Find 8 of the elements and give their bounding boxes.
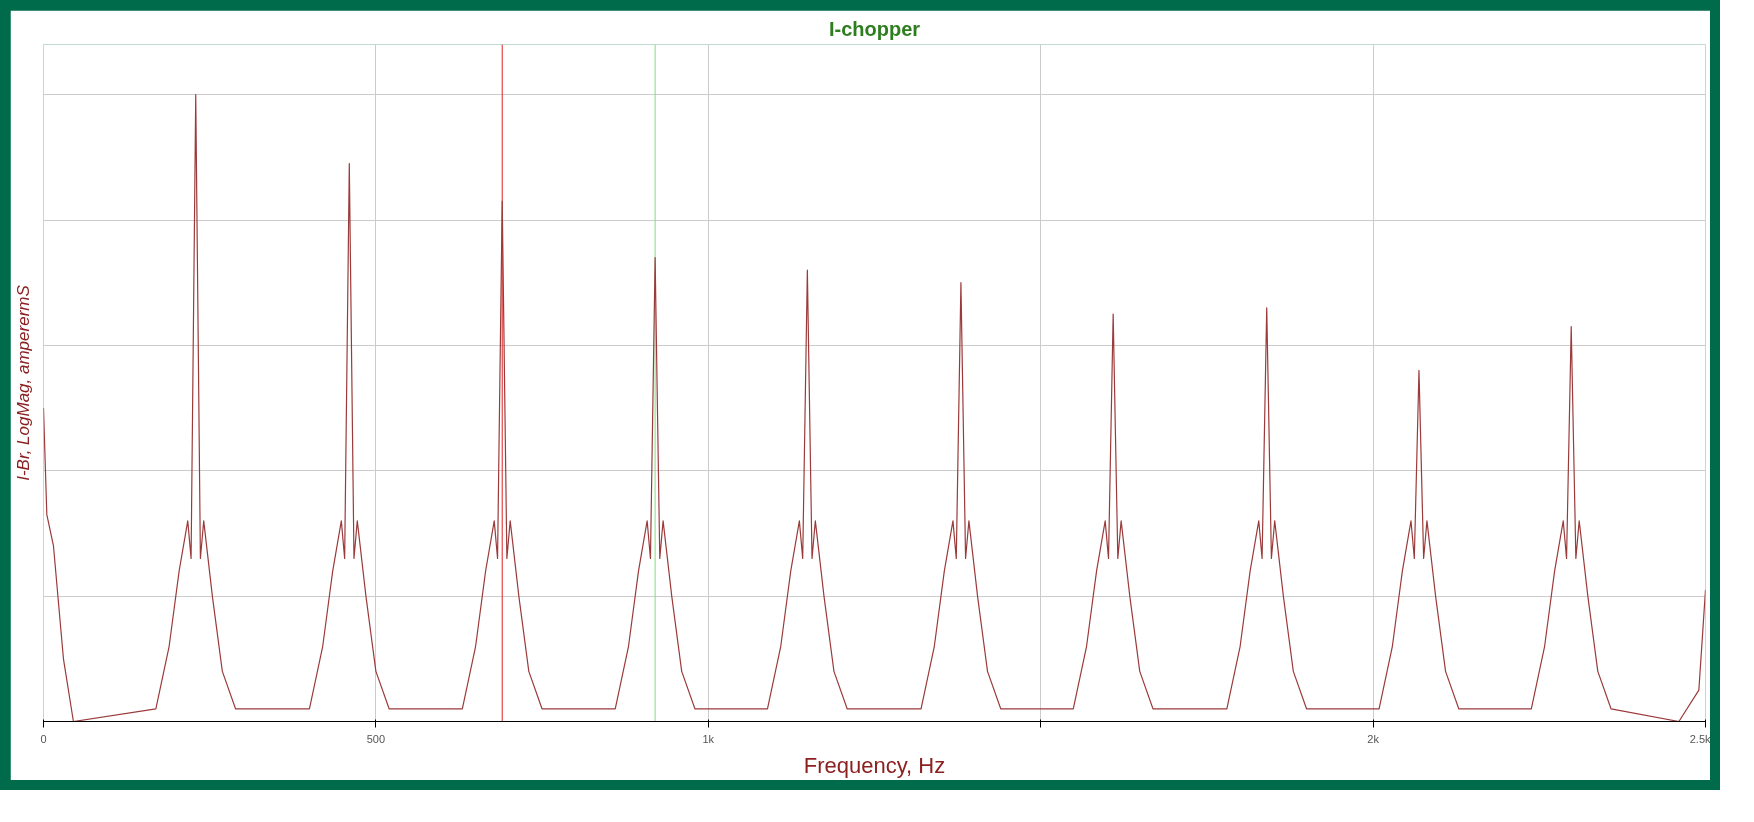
x-tick-label: 0: [40, 732, 47, 745]
chart-title: I-chopper: [828, 17, 921, 40]
x-tick-label: 2k: [1367, 732, 1380, 745]
x-tick-label: 500: [366, 732, 386, 745]
x-tick-label: 2.5k: [1689, 732, 1711, 745]
x-tick-label: 1k: [702, 732, 715, 745]
x-axis-title: Frequency, Hz: [803, 752, 946, 778]
y-axis-title: I-Br, LogMag, amperermS: [13, 284, 33, 481]
